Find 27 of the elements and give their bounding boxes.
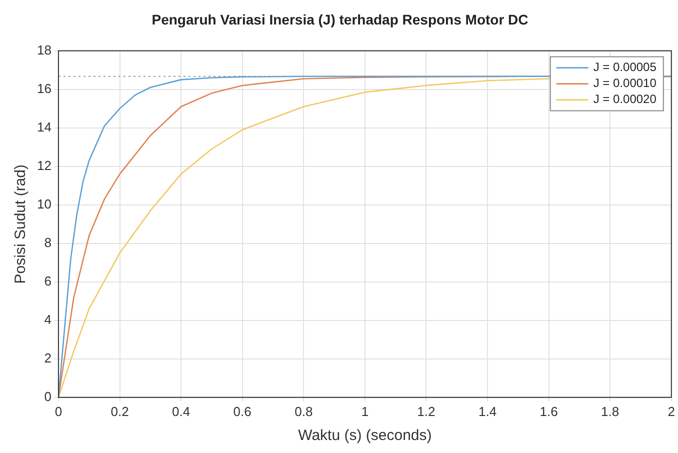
x-tick-label: 1.4 [478,404,497,419]
y-tick-label: 16 [36,80,52,96]
y-tick-label: 18 [36,42,52,58]
legend-label: J = 0.00020 [593,92,657,106]
x-tick-label: 0.2 [110,404,129,419]
x-tick-label: 0.6 [233,404,252,419]
legend-label: J = 0.00010 [593,76,657,90]
x-tick-label: 1.8 [601,404,620,419]
y-tick-label: 8 [44,234,52,250]
x-axis-title: Waktu (s) (seconds) [298,427,432,444]
chart-title: Pengaruh Variasi Inersia (J) terhadap Respons Motor DC [152,11,528,28]
x-tick-label: 2 [668,404,675,419]
y-axis-title: Posisi Sudut (rad) [12,164,30,284]
y-tick-label: 2 [44,350,52,366]
legend-label: J = 0.00005 [593,60,657,74]
x-tick-label: 0.4 [172,404,190,419]
y-tick-label: 0 [44,388,52,404]
y-tick-label: 6 [44,273,52,288]
x-tick-label: 1 [361,404,369,419]
x-tick-label: 1.2 [417,404,436,419]
x-tick-label: 0 [54,404,62,419]
x-tick-label: 0.8 [294,404,313,419]
y-tick-label: 12 [36,158,52,173]
y-tick-label: 4 [44,312,52,327]
y-tick-label: 10 [36,196,52,212]
x-tick-label: 1.6 [540,404,558,419]
y-tick-label: 14 [36,119,52,134]
